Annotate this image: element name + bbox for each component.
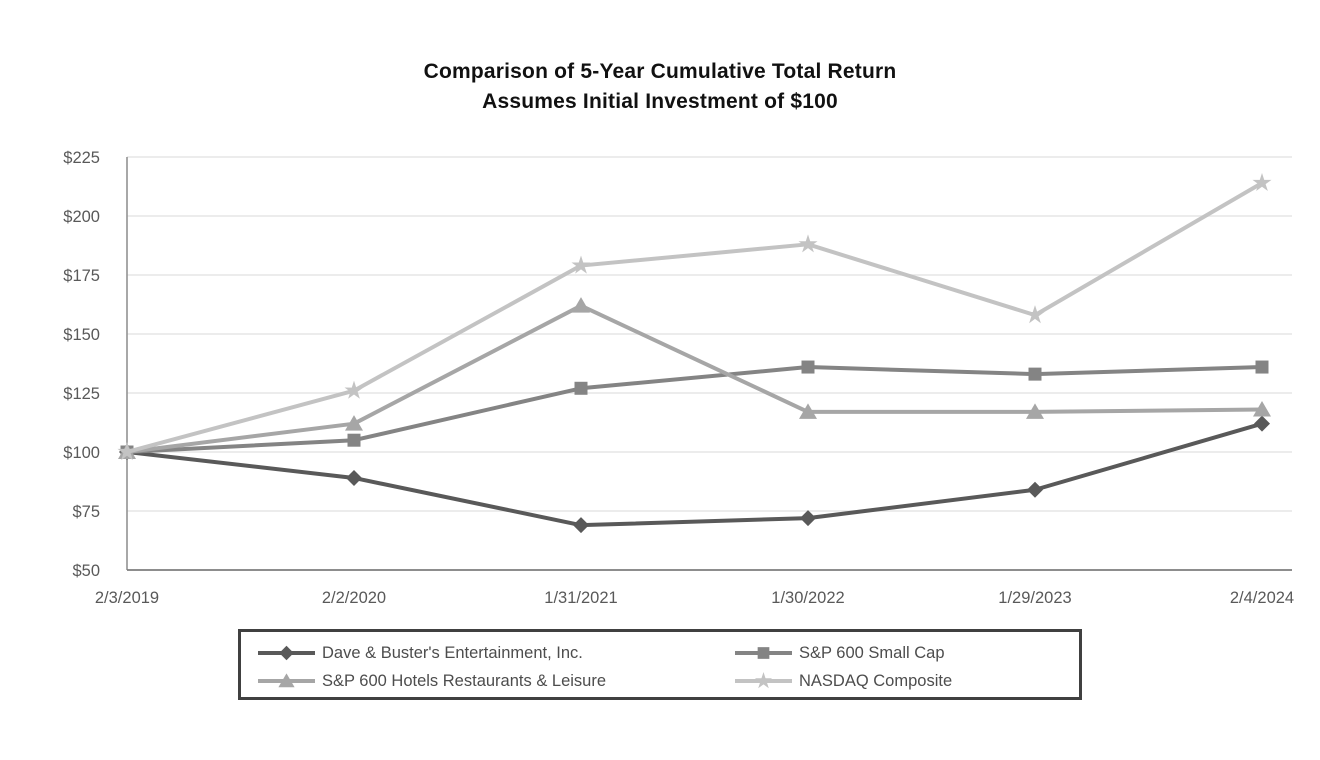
star-marker-icon: [117, 442, 137, 461]
star-marker-icon: [754, 672, 773, 689]
legend-item-label: S&P 600 Small Cap: [799, 643, 945, 662]
star-marker-icon: [1252, 172, 1272, 192]
diamond-marker-icon: [346, 469, 362, 486]
legend-marker-diamond-icon: [258, 645, 315, 661]
star-marker-icon: [798, 234, 818, 253]
star-marker-icon: [1025, 305, 1045, 324]
diamond-marker-icon: [800, 510, 816, 527]
y-axis-tick-label: $200: [63, 208, 100, 226]
square-marker-icon: [801, 360, 815, 374]
x-axis-tick-label: 1/29/2023: [998, 589, 1071, 607]
legend-marker-star-icon: [735, 672, 792, 689]
diamond-marker-icon: [1027, 481, 1043, 498]
y-axis-tick-label: $75: [72, 503, 100, 521]
diamond-marker-icon: [279, 645, 294, 661]
x-axis-tick-label: 2/3/2019: [95, 589, 159, 607]
star-marker-icon: [571, 255, 591, 274]
legend-item-label: NASDAQ Composite: [799, 671, 953, 690]
triangle-marker-icon: [345, 415, 363, 431]
triangle-marker-icon: [1253, 401, 1271, 417]
triangle-marker-icon: [572, 297, 590, 313]
star-marker-icon: [344, 380, 364, 399]
legend-item: S&P 600 Small Cap: [735, 639, 1079, 667]
chart-title: Comparison of 5-Year Cumulative Total Re…: [0, 57, 1320, 117]
x-axis-tick-label: 2/2/2020: [322, 589, 386, 607]
diamond-marker-icon: [1254, 415, 1270, 432]
diamond-marker-icon: [573, 517, 589, 534]
chart-title-line1: Comparison of 5-Year Cumulative Total Re…: [423, 60, 897, 83]
x-axis-tick-label: 1/30/2022: [771, 589, 844, 607]
triangle-marker-icon: [799, 403, 817, 419]
triangle-marker-icon: [278, 673, 295, 688]
legend-item-label: S&P 600 Hotels Restaurants & Leisure: [322, 671, 607, 690]
legend-marker-triangle-icon: [258, 673, 315, 688]
y-axis-tick-label: $125: [63, 385, 100, 403]
legend-item: NASDAQ Composite: [735, 667, 1079, 695]
series-line-1: [125, 365, 1264, 454]
legend-item: Dave & Buster's Entertainment, Inc.: [258, 639, 735, 667]
y-axis-tick-label: $50: [72, 562, 100, 580]
legend-grid: Dave & Buster's Entertainment, Inc. S&P 6…: [241, 632, 1079, 695]
square-marker-icon: [1028, 367, 1042, 381]
legend-item-label: Dave & Buster's Entertainment, Inc.: [322, 643, 583, 662]
legend-marker-square-icon: [735, 647, 792, 659]
y-axis-tick-label: $225: [63, 149, 100, 167]
series-line-3: [125, 180, 1264, 454]
chart-title-line2: Assumes Initial Investment of $100: [482, 90, 838, 113]
chart-legend: Dave & Buster's Entertainment, Inc. S&P 6…: [238, 629, 1082, 700]
x-axis-tick-label: 1/31/2021: [544, 589, 617, 607]
series-line-0: [125, 421, 1264, 528]
square-marker-icon: [574, 381, 588, 395]
y-axis-tick-label: $150: [63, 326, 100, 344]
y-axis-tick-label: $100: [63, 444, 100, 462]
legend-item: S&P 600 Hotels Restaurants & Leisure: [258, 667, 735, 695]
x-axis-tick-label: 2/4/2024: [1230, 589, 1294, 607]
square-marker-icon: [347, 433, 361, 447]
square-marker-icon: [757, 647, 770, 659]
y-axis-tick-label: $175: [63, 267, 100, 285]
series-line-2: [125, 303, 1264, 454]
square-marker-icon: [1255, 360, 1269, 374]
triangle-marker-icon: [1026, 403, 1044, 419]
